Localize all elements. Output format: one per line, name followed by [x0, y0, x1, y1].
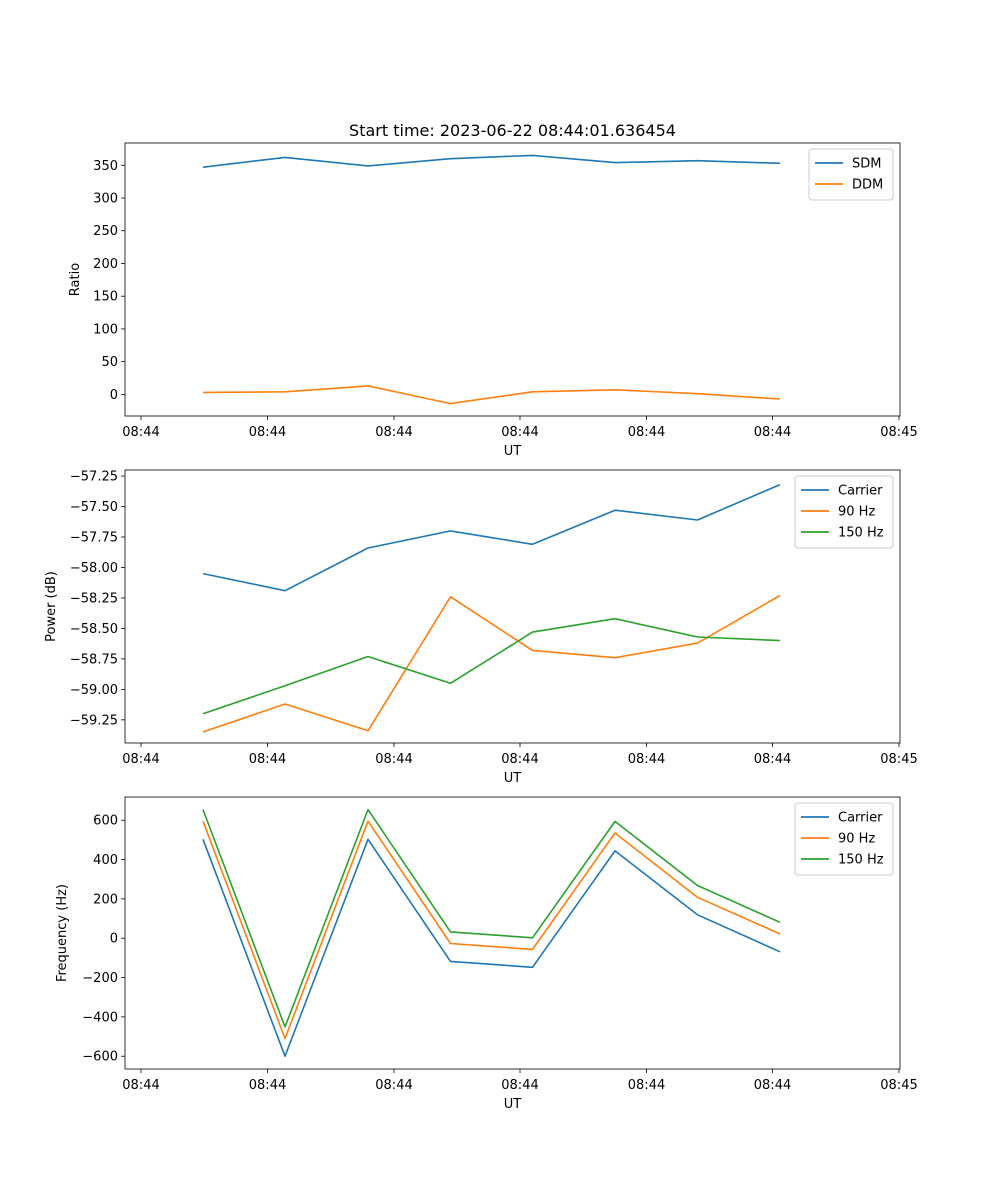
plot-frame [124, 469, 901, 744]
chart-title: Start time: 2023-06-22 08:44:01.636454 [349, 121, 676, 140]
chart-panel-1: 0 50 100 150 200 250 300 350 08:44 08:44 08:44 08:4… [68, 142, 918, 459]
series-line-carrier [202, 483, 781, 592]
y-tick-label: 100 [93, 322, 118, 337]
series-line-ddm [202, 385, 781, 405]
series-line-150-hz [202, 617, 781, 715]
y-axis-label: Ratio [68, 263, 83, 296]
x-tick-label: 08:44 [375, 752, 412, 767]
legend-label: 150 Hz [838, 526, 884, 541]
legend-label: Carrier [838, 811, 883, 826]
legend-label: Carrier [838, 484, 883, 499]
y-tick-label: −59.00 [70, 683, 118, 698]
x-tick-label: 08:44 [122, 1078, 159, 1093]
legend-label: 150 Hz [838, 853, 884, 868]
x-tick-label: 08:45 [880, 752, 917, 767]
x-axis-label: UT [504, 1097, 522, 1112]
legend-box [808, 148, 894, 201]
series-line-90-hz [202, 820, 781, 1040]
y-tick-label: −57.50 [70, 500, 118, 515]
y-tick-label: 50 [101, 355, 118, 370]
y-tick-label: −200 [82, 971, 118, 986]
x-tick-label: 08:44 [249, 752, 286, 767]
chart-panel-2: −59.25 −59.00 −58.75 −58.50 −58.25 −58.00 −57.… [44, 470, 918, 786]
x-tick-label: 08:44 [249, 425, 286, 440]
legend-label: 90 Hz [838, 832, 875, 847]
x-tick-label: 08:44 [628, 1078, 665, 1093]
y-tick-label: 0 [110, 932, 118, 947]
legend-box [794, 475, 894, 549]
x-tick-label: 08:44 [122, 752, 159, 767]
legend-label: 90 Hz [838, 505, 875, 520]
x-axis-label: UT [504, 444, 522, 459]
x-tick-label: 08:44 [375, 1078, 412, 1093]
x-tick-label: 08:45 [880, 1078, 917, 1093]
x-tick-label: 08:44 [628, 752, 665, 767]
x-axis-label: UT [504, 771, 522, 786]
legend-label: SDM [852, 157, 881, 172]
y-tick-label: 250 [93, 224, 118, 239]
plot-frame [124, 142, 901, 417]
legend-box [794, 802, 894, 876]
x-tick-label: 08:44 [628, 425, 665, 440]
y-tick-label: 350 [93, 159, 118, 174]
y-tick-label: 300 [93, 191, 118, 206]
y-axis-label: Frequency (Hz) [55, 884, 70, 982]
x-tick-label: 08:44 [754, 1078, 791, 1093]
x-tick-label: 08:44 [375, 425, 412, 440]
y-tick-label: 200 [93, 892, 118, 907]
y-tick-label: −58.50 [70, 622, 118, 637]
y-tick-label: 200 [93, 257, 118, 272]
x-tick-label: 08:44 [501, 1078, 538, 1093]
y-tick-label: −58.00 [70, 561, 118, 576]
panels: 0 50 100 150 200 250 300 350 08:44 08:44 08:44 08:4… [44, 142, 918, 1112]
legend-label: DDM [852, 178, 883, 193]
y-tick-label: 600 [93, 814, 118, 829]
x-tick-label: 08:44 [501, 425, 538, 440]
y-tick-label: −57.25 [70, 470, 118, 485]
y-tick-label: −58.25 [70, 591, 118, 606]
series-line-carrier [202, 838, 781, 1057]
y-tick-label: 400 [93, 853, 118, 868]
y-tick-label: −59.25 [70, 713, 118, 728]
plot-frame [124, 796, 901, 1070]
y-tick-label: −600 [82, 1050, 118, 1065]
x-tick-label: 08:44 [754, 425, 791, 440]
y-tick-label: −58.75 [70, 652, 118, 667]
y-tick-label: 0 [110, 388, 118, 403]
x-tick-label: 08:44 [501, 752, 538, 767]
y-tick-label: 150 [93, 290, 118, 305]
y-axis-label: Power (dB) [44, 571, 59, 642]
x-tick-label: 08:45 [880, 425, 917, 440]
series-line-90-hz [202, 594, 781, 733]
x-tick-label: 08:44 [122, 425, 159, 440]
x-tick-label: 08:44 [754, 752, 791, 767]
y-tick-label: −400 [82, 1010, 118, 1025]
x-tick-label: 08:44 [249, 1078, 286, 1093]
chart-panel-3: −600 −400 −200 0 200 400 600 08:44 08:44 08:44 08:… [55, 796, 918, 1112]
y-tick-label: −57.75 [70, 531, 118, 546]
series-line-sdm [202, 154, 781, 168]
series-line-150-hz [202, 808, 781, 1028]
